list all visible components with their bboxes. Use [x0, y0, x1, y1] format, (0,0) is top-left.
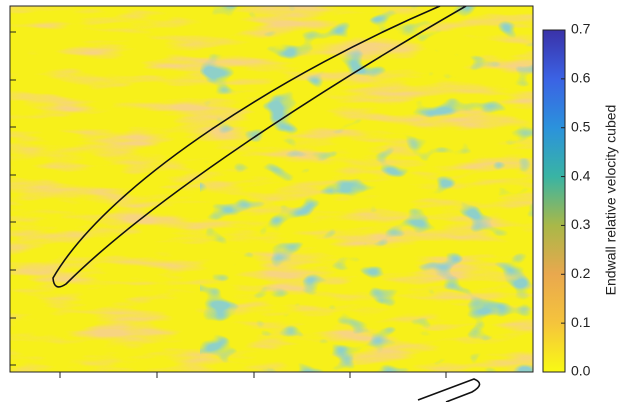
colorbar-tick-label: 0.7	[571, 21, 591, 37]
field	[10, 6, 533, 372]
colorbar-tick-label: 0.3	[571, 216, 591, 232]
colorbar-tick-label: 0.4	[571, 167, 591, 183]
colorbar	[543, 30, 565, 372]
colorbar-tick-label: 0.6	[571, 70, 591, 86]
colorbar-tick-label: 0.0	[571, 363, 591, 379]
colorbar-tick-label: 0.5	[571, 118, 591, 134]
colorbar-label: Endwall relative velocity cubed	[603, 105, 619, 296]
colorbar-tick-label: 0.2	[571, 265, 591, 281]
chart: Endwall relative velocity cubed 0.0 0.1 0.…	[0, 0, 624, 402]
colorbar-tick-label: 0.1	[571, 314, 591, 330]
blade-outline	[418, 379, 480, 402]
